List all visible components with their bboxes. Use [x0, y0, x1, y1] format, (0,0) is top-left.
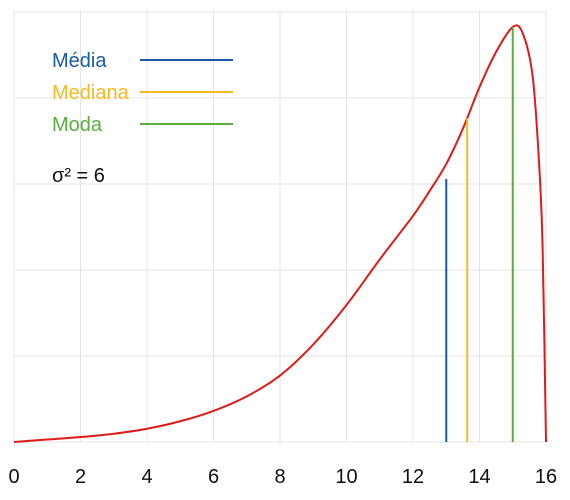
x-tick-label: 12 [402, 466, 424, 488]
x-tick-label: 2 [75, 466, 86, 488]
marker-layer [445, 27, 514, 442]
legend-label: Mediana [52, 82, 130, 104]
x-tick-label: 4 [141, 466, 152, 488]
curve-layer [13, 24, 547, 443]
variance-annotation: σ² = 6 [52, 165, 105, 187]
density-curve [13, 24, 547, 443]
x-tick-label: 10 [335, 466, 357, 488]
x-tick-label: 6 [208, 466, 219, 488]
x-tick-label: 8 [274, 466, 285, 488]
x-tick-label: 0 [8, 466, 19, 488]
grid [13, 10, 547, 443]
x-tick-label: 16 [535, 466, 557, 488]
x-tick-label: 14 [468, 466, 490, 488]
legend: Média Mediana Moda [52, 50, 233, 136]
legend-label: Moda [52, 114, 103, 136]
tick-layer: 0 2 4 6 8 10 12 14 16 [8, 466, 557, 488]
legend-label: Média [52, 50, 107, 72]
